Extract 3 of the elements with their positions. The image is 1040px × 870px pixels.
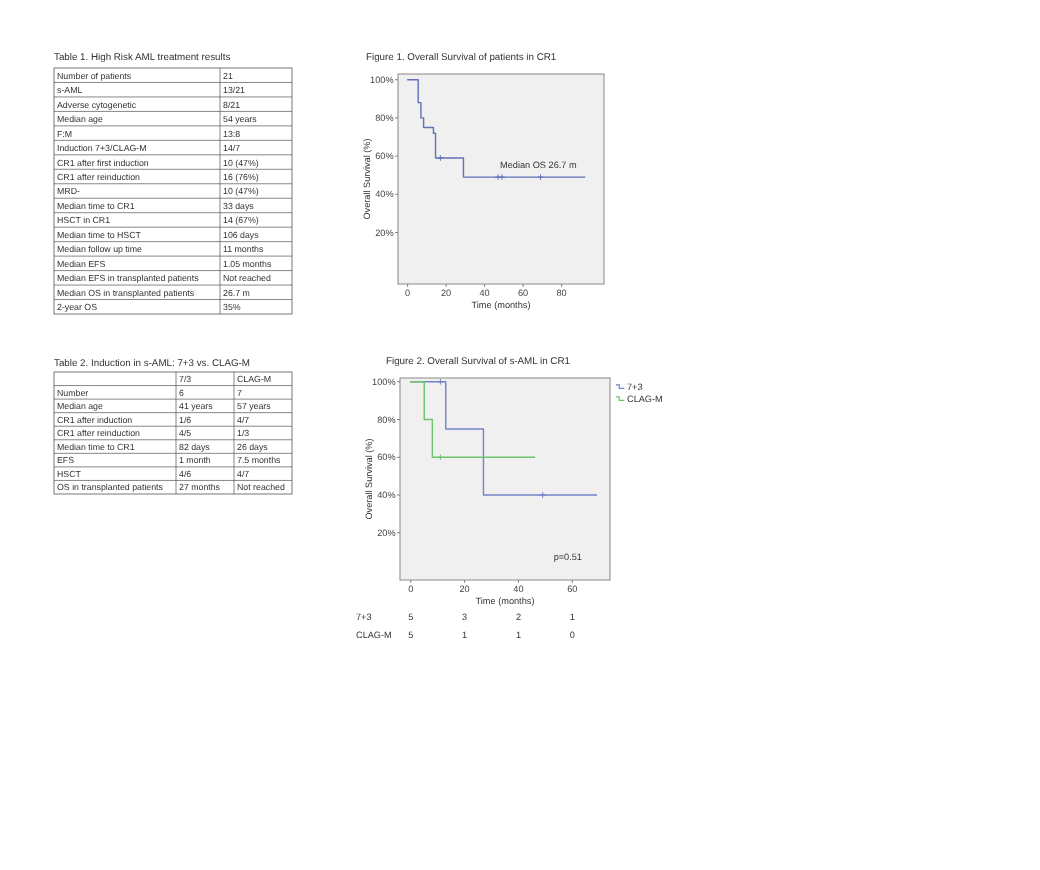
point (539, 491, 546, 499)
point (437, 453, 444, 461)
point (437, 378, 444, 386)
